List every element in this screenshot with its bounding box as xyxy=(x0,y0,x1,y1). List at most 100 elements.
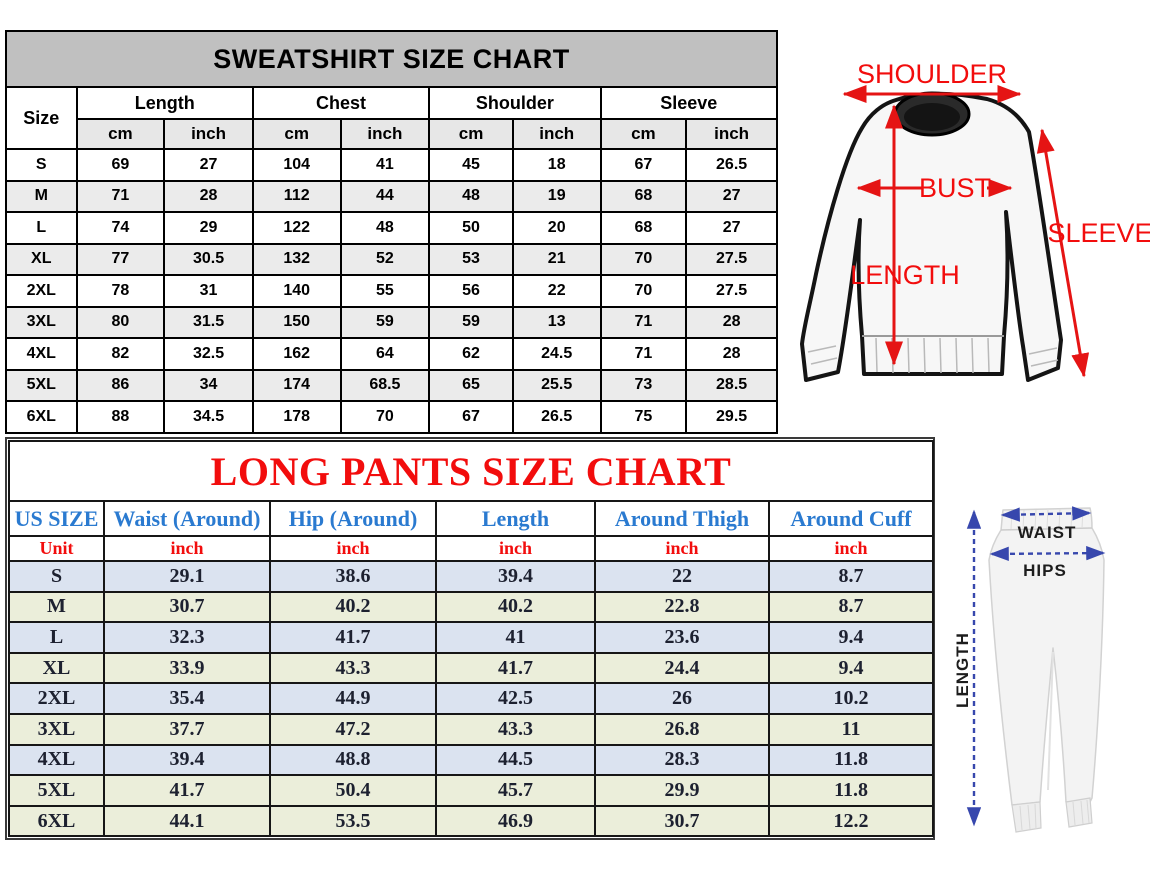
value-cell: 86 xyxy=(75,368,166,402)
unit-cell: inch xyxy=(269,535,437,562)
size-cell: 2XL xyxy=(8,682,105,715)
unit-header-inch: inch xyxy=(339,118,431,150)
sleeve-measure-arrow xyxy=(1036,128,1090,378)
table-row: 6XL 44.1 53.5 46.9 30.7 12.2 xyxy=(8,804,935,838)
column-header-hip: Hip (Around) xyxy=(269,500,437,537)
value-cell: 47.2 xyxy=(269,712,437,746)
table-row: S 29.1 38.6 39.4 22 8.7 xyxy=(8,560,935,593)
size-cell: 5XL xyxy=(5,368,78,402)
value-cell: 88 xyxy=(75,400,166,434)
size-cell: L xyxy=(5,211,78,245)
value-cell: 46.9 xyxy=(435,804,596,838)
pants-diagram: WAIST HIPS LENGTH xyxy=(953,506,1106,833)
size-cell: 4XL xyxy=(5,337,78,371)
value-cell: 53 xyxy=(428,242,514,276)
size-cell: 2XL xyxy=(5,274,78,308)
value-cell: 27 xyxy=(163,148,254,182)
bust-label: BUST xyxy=(919,173,991,203)
value-cell: 13 xyxy=(511,305,602,339)
value-cell: 73 xyxy=(599,368,688,402)
table-row: 2XL 78 31 140 55 56 22 70 27.5 xyxy=(5,274,778,308)
value-cell: 26.8 xyxy=(594,712,770,746)
value-cell: 37.7 xyxy=(103,712,271,746)
value-cell: 29.5 xyxy=(685,400,778,434)
length-label: LENGTH xyxy=(850,260,960,290)
table-row: S 69 27 104 41 45 18 67 26.5 xyxy=(5,148,778,182)
value-cell: 70 xyxy=(599,274,688,308)
value-cell: 22.8 xyxy=(594,590,770,624)
size-cell: S xyxy=(8,560,105,593)
value-cell: 29 xyxy=(163,211,254,245)
value-cell: 26 xyxy=(594,682,770,715)
value-cell: 32.3 xyxy=(103,621,271,654)
value-cell: 27.5 xyxy=(685,242,778,276)
value-cell: 56 xyxy=(428,274,514,308)
column-header-size: Size xyxy=(5,86,78,150)
value-cell: 55 xyxy=(339,274,431,308)
value-cell: 44.5 xyxy=(435,743,596,777)
value-cell: 30.7 xyxy=(594,804,770,838)
value-cell: 29.9 xyxy=(594,774,770,807)
value-cell: 41 xyxy=(339,148,431,182)
value-cell: 64 xyxy=(339,337,431,371)
value-cell: 30.5 xyxy=(163,242,254,276)
value-cell: 178 xyxy=(251,400,342,434)
value-cell: 71 xyxy=(75,179,166,213)
value-cell: 28.3 xyxy=(594,743,770,777)
value-cell: 8.7 xyxy=(767,560,935,593)
value-cell: 59 xyxy=(428,305,514,339)
value-cell: 50.4 xyxy=(269,774,437,807)
value-cell: 29.1 xyxy=(103,560,271,593)
column-header-shoulder: Shoulder xyxy=(428,86,602,120)
value-cell: 70 xyxy=(599,242,688,276)
table-row: 4XL 39.4 48.8 44.5 28.3 11.8 xyxy=(8,743,935,777)
shoulder-label: SHOULDER xyxy=(857,59,1007,89)
value-cell: 41 xyxy=(435,621,596,654)
column-header-us-size: US SIZE xyxy=(8,500,105,537)
value-cell: 11.8 xyxy=(767,743,935,777)
sweatshirt-illustration xyxy=(800,91,1063,382)
value-cell: 44.1 xyxy=(103,804,271,838)
value-cell: 52 xyxy=(339,242,431,276)
value-cell: 71 xyxy=(599,305,688,339)
value-cell: 104 xyxy=(251,148,342,182)
hips-label: HIPS xyxy=(1023,561,1067,580)
value-cell: 19 xyxy=(511,179,602,213)
value-cell: 27.5 xyxy=(685,274,778,308)
value-cell: 78 xyxy=(75,274,166,308)
unit-header-cm: cm xyxy=(251,118,342,150)
value-cell: 26.5 xyxy=(511,400,602,434)
unit-header-inch: inch xyxy=(511,118,602,150)
value-cell: 53.5 xyxy=(269,804,437,838)
sweatshirt-chart-title: SWEATSHIRT SIZE CHART xyxy=(5,30,778,88)
value-cell: 40.2 xyxy=(435,590,596,624)
value-cell: 18 xyxy=(511,148,602,182)
value-cell: 68 xyxy=(599,211,688,245)
value-cell: 77 xyxy=(75,242,166,276)
pants-size-table: LONG PANTS SIZE CHART US SIZE Waist (Aro… xyxy=(7,440,935,838)
value-cell: 38.6 xyxy=(269,560,437,593)
value-cell: 32.5 xyxy=(163,337,254,371)
column-header-chest: Chest xyxy=(251,86,431,120)
value-cell: 23.6 xyxy=(594,621,770,654)
value-cell: 45 xyxy=(428,148,514,182)
value-cell: 62 xyxy=(428,337,514,371)
sleeve-label: SLEEVE xyxy=(1047,218,1150,248)
unit-header-cm: cm xyxy=(599,118,688,150)
size-cell: 3XL xyxy=(5,305,78,339)
unit-cell: inch xyxy=(435,535,596,562)
unit-header-cm: cm xyxy=(428,118,514,150)
value-cell: 11.8 xyxy=(767,774,935,807)
value-cell: 22 xyxy=(511,274,602,308)
value-cell: 140 xyxy=(251,274,342,308)
value-cell: 150 xyxy=(251,305,342,339)
value-cell: 43.3 xyxy=(269,651,437,685)
value-cell: 40.2 xyxy=(269,590,437,624)
value-cell: 28 xyxy=(163,179,254,213)
value-cell: 28 xyxy=(685,337,778,371)
value-cell: 162 xyxy=(251,337,342,371)
value-cell: 67 xyxy=(428,400,514,434)
value-cell: 31 xyxy=(163,274,254,308)
column-header-cuff: Around Cuff xyxy=(767,500,935,537)
value-cell: 22 xyxy=(594,560,770,593)
